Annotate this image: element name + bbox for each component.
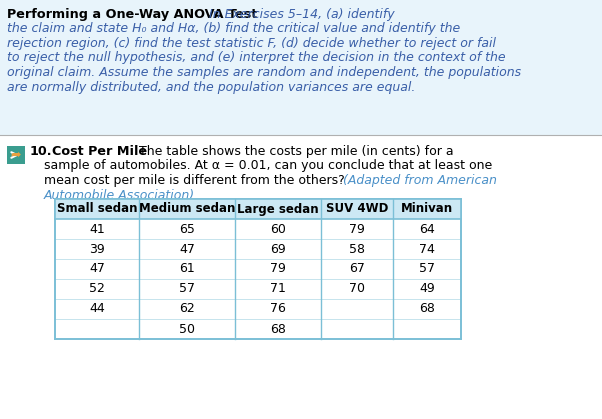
Text: Minivan: Minivan <box>401 202 453 215</box>
Bar <box>7 146 25 164</box>
Text: 76: 76 <box>270 303 286 316</box>
Text: 61: 61 <box>179 262 195 276</box>
Text: 10.: 10. <box>30 145 52 158</box>
Text: 47: 47 <box>179 243 195 256</box>
Text: 60: 60 <box>270 222 286 235</box>
Text: 52: 52 <box>89 282 105 295</box>
Text: 74: 74 <box>419 243 435 256</box>
Text: Large sedan: Large sedan <box>237 202 319 215</box>
Text: to reject the null hypothesis, and (e) interpret the decision in the context of : to reject the null hypothesis, and (e) i… <box>7 52 506 65</box>
Text: Small sedan: Small sedan <box>57 202 137 215</box>
Text: 68: 68 <box>270 323 286 336</box>
Text: 70: 70 <box>349 282 365 295</box>
Text: 67: 67 <box>349 262 365 276</box>
Text: 79: 79 <box>270 262 286 276</box>
Text: are normally distributed, and the population variances are equal.: are normally distributed, and the popula… <box>7 80 415 93</box>
Text: rejection region, (c) find the test statistic F, (d) decide whether to reject or: rejection region, (c) find the test stat… <box>7 37 496 50</box>
Text: (Adapted from American: (Adapted from American <box>339 174 497 187</box>
Text: 62: 62 <box>179 303 195 316</box>
Text: 69: 69 <box>270 243 286 256</box>
Text: the claim and state H₀ and Hα, (b) find the critical value and identify the: the claim and state H₀ and Hα, (b) find … <box>7 23 461 36</box>
Text: 50: 50 <box>179 323 195 336</box>
Text: ➦: ➦ <box>11 148 21 161</box>
Text: 71: 71 <box>270 282 286 295</box>
Text: original claim. Assume the samples are random and independent, the populations: original claim. Assume the samples are r… <box>7 66 521 79</box>
Text: 58: 58 <box>349 243 365 256</box>
Text: 39: 39 <box>89 243 105 256</box>
Bar <box>0 0 602 135</box>
Text: sample of automobiles. At α = 0.01, can you conclude that at least one: sample of automobiles. At α = 0.01, can … <box>44 160 492 173</box>
Bar <box>55 199 461 339</box>
Text: 65: 65 <box>179 222 195 235</box>
Text: 64: 64 <box>419 222 435 235</box>
Text: 47: 47 <box>89 262 105 276</box>
Text: SUV 4WD: SUV 4WD <box>326 202 388 215</box>
Text: 79: 79 <box>349 222 365 235</box>
Text: 68: 68 <box>419 303 435 316</box>
Text: mean cost per mile is different from the others?: mean cost per mile is different from the… <box>44 174 345 187</box>
Text: Cost Per Mile: Cost Per Mile <box>52 145 147 158</box>
Text: 41: 41 <box>89 222 105 235</box>
Text: 57: 57 <box>419 262 435 276</box>
Text: In Exercises 5–14, (a) identify: In Exercises 5–14, (a) identify <box>205 8 395 21</box>
Text: Medium sedan: Medium sedan <box>139 202 235 215</box>
Text: The table shows the costs per mile (in cents) for a: The table shows the costs per mile (in c… <box>131 145 454 158</box>
Text: 49: 49 <box>419 282 435 295</box>
Text: 44: 44 <box>89 303 105 316</box>
Text: Automobile Association): Automobile Association) <box>44 189 195 202</box>
Text: 57: 57 <box>179 282 195 295</box>
Text: Performing a One-Way ANOVA Test: Performing a One-Way ANOVA Test <box>7 8 257 21</box>
Bar <box>55 199 461 219</box>
